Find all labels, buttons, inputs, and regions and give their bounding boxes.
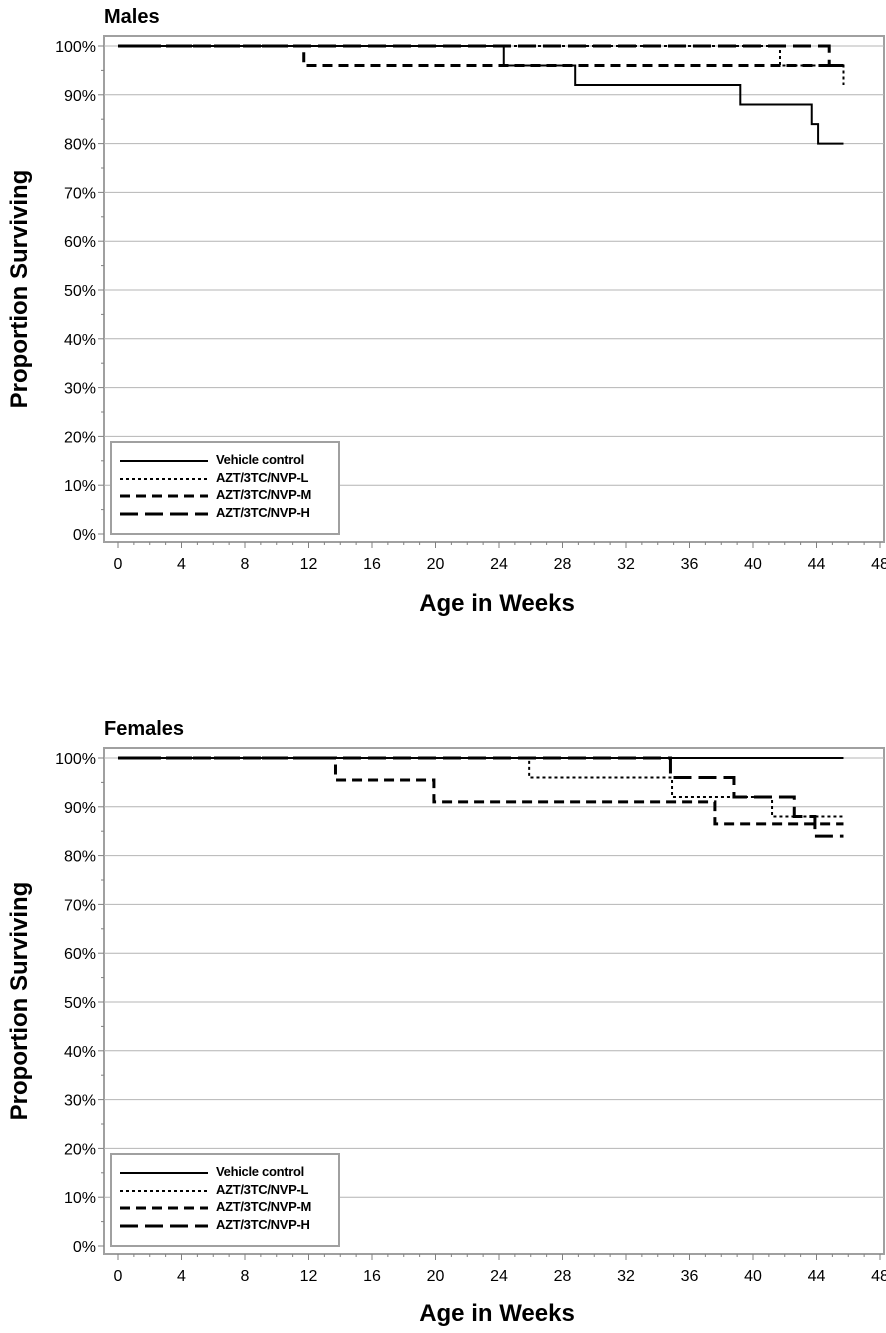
- legend-label: AZT/3TC/NVP-M: [216, 1199, 312, 1214]
- series-line-dotted: [118, 45, 845, 86]
- series-line-dotted: [118, 757, 844, 818]
- y-tick-label: 100%: [55, 39, 96, 56]
- y-tick-label: 50%: [64, 995, 96, 1012]
- y-tick-label: 10%: [64, 478, 96, 495]
- series-line-solid: [118, 45, 844, 145]
- x-tick-label: 44: [808, 1268, 826, 1285]
- legend-label: AZT/3TC/NVP-H: [216, 1217, 310, 1232]
- x-tick-label: 28: [554, 1268, 572, 1285]
- x-tick-label: 8: [241, 1268, 250, 1285]
- y-tick-label: 20%: [64, 429, 96, 446]
- y-tick-label: 80%: [64, 849, 96, 866]
- x-tick-label: 48: [871, 556, 886, 573]
- y-tick-label: 40%: [64, 1044, 96, 1061]
- y-tick-label: 90%: [64, 800, 96, 817]
- y-tick-label: 30%: [64, 381, 96, 398]
- x-tick-label: 4: [177, 556, 186, 573]
- series-line-longdash: [118, 44, 844, 68]
- x-tick-label: 28: [554, 556, 572, 573]
- x-tick-label: 4: [177, 1268, 186, 1285]
- y-axis-label: Proportion Surviving: [6, 881, 33, 1121]
- legend-label: Vehicle control: [216, 452, 304, 467]
- plot-frame: [103, 747, 885, 1255]
- x-axis-label: Age in Weeks: [419, 590, 575, 617]
- series-line-longdash: [118, 756, 844, 838]
- legend-label: AZT/3TC/NVP-H: [216, 505, 310, 520]
- y-tick-label: 40%: [64, 332, 96, 349]
- x-tick-label: 20: [427, 1268, 445, 1285]
- x-tick-label: 40: [744, 1268, 762, 1285]
- legend-label: AZT/3TC/NVP-M: [216, 487, 312, 502]
- y-tick-label: 80%: [64, 137, 96, 154]
- y-tick-label: 10%: [64, 1190, 96, 1207]
- x-tick-label: 0: [114, 1268, 123, 1285]
- y-tick-label: 90%: [64, 88, 96, 105]
- chart-title: Females: [104, 718, 185, 740]
- y-tick-label: 70%: [64, 185, 96, 202]
- plot-area-svg: 0%10%20%30%40%50%60%70%80%90%100%0 4 8 12 16…: [55, 35, 886, 573]
- y-tick-label: 0%: [73, 1239, 96, 1256]
- x-tick-label: 36: [681, 1268, 699, 1285]
- x-tick-label: 32: [617, 556, 635, 573]
- x-tick-label: 12: [300, 1268, 318, 1285]
- y-axis-label: Proportion Surviving: [6, 169, 33, 409]
- x-axis-label: Age in Weeks: [419, 1300, 575, 1327]
- chart-title: Males: [104, 6, 160, 28]
- legend: Vehicle control AZT/3TC/NVP-L AZT/3TC/NV…: [110, 1153, 340, 1247]
- y-tick-label: 20%: [64, 1141, 96, 1158]
- plot-frame: [103, 35, 885, 543]
- y-tick-label: 60%: [64, 234, 96, 251]
- plot-area-svg: 0%10%20%30%40%50%60%70%80%90%100%0 4 8 12 16…: [55, 747, 886, 1285]
- series-line-dashed: [118, 756, 844, 826]
- x-tick-label: 16: [363, 556, 381, 573]
- x-tick-label: 20: [427, 556, 445, 573]
- y-tick-label: 0%: [73, 527, 96, 544]
- x-tick-label: 0: [114, 556, 123, 573]
- x-tick-label: 36: [681, 556, 699, 573]
- x-tick-label: 44: [808, 556, 826, 573]
- y-tick-label: 60%: [64, 946, 96, 963]
- x-tick-label: 24: [490, 1268, 508, 1285]
- x-tick-label: 32: [617, 1268, 635, 1285]
- y-tick-label: 50%: [64, 283, 96, 300]
- females-chart: Females 0% 10% 20% 30% 40% 50% 60% 70% 80% 90% 100…: [0, 712, 886, 1332]
- legend-label: Vehicle control: [216, 1164, 304, 1179]
- x-tick-label: 24: [490, 556, 508, 573]
- x-tick-label: 8: [241, 556, 250, 573]
- legend: Vehicle control AZT/3TC/NVP-L AZT/3TC/NV…: [110, 441, 340, 535]
- legend-label: AZT/3TC/NVP-L: [216, 1182, 309, 1197]
- x-tick-label: 40: [744, 556, 762, 573]
- y-tick-label: 30%: [64, 1093, 96, 1110]
- x-tick-label: 48: [871, 1268, 886, 1285]
- x-tick-label: 16: [363, 1268, 381, 1285]
- y-tick-label: 70%: [64, 897, 96, 914]
- males-chart: Males 0% 10% 20% 30% 40% 50% 60% 70% 80% 90% 100% 0…: [0, 0, 886, 640]
- x-tick-label: 12: [300, 556, 318, 573]
- series-line-dashed: [118, 44, 844, 68]
- legend-label: AZT/3TC/NVP-L: [216, 470, 309, 485]
- y-tick-label: 100%: [55, 751, 96, 768]
